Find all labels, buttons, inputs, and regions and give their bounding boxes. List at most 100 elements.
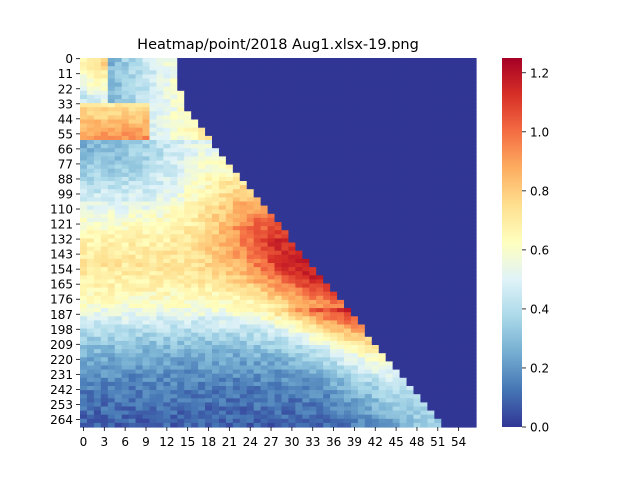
heatmap-cell xyxy=(455,193,463,198)
heatmap-cell xyxy=(225,254,234,260)
heatmap-cell xyxy=(274,213,283,219)
heatmap-cell xyxy=(448,287,456,293)
heatmap-cell xyxy=(218,353,227,358)
heatmap-cell xyxy=(86,349,95,354)
heatmap-cell xyxy=(295,254,303,260)
heatmap-cell xyxy=(239,197,248,203)
heatmap-cell xyxy=(309,377,317,383)
heatmap-cell xyxy=(364,365,373,371)
heatmap-cell xyxy=(135,246,144,252)
heatmap-cell xyxy=(406,234,415,239)
heatmap-cell xyxy=(337,271,345,276)
heatmap-cell xyxy=(121,164,130,170)
heatmap-cell xyxy=(469,119,477,125)
heatmap-cell xyxy=(170,312,178,317)
heatmap-cell xyxy=(253,226,262,231)
heatmap-cell xyxy=(455,279,463,285)
heatmap-cell xyxy=(420,291,428,297)
heatmap-cell xyxy=(260,168,269,174)
heatmap-cell xyxy=(330,185,338,190)
heatmap-cell xyxy=(337,164,345,170)
heatmap-cell xyxy=(406,242,415,248)
heatmap-cell xyxy=(427,324,435,330)
heatmap-cell xyxy=(330,386,338,391)
heatmap-cell xyxy=(427,66,435,71)
heatmap-cell xyxy=(302,263,310,268)
heatmap-cell xyxy=(295,160,303,166)
heatmap-cell xyxy=(406,308,415,313)
heatmap-cell xyxy=(177,140,185,145)
heatmap-cell xyxy=(288,328,296,334)
heatmap-cell xyxy=(455,172,463,178)
heatmap-cell xyxy=(267,271,276,276)
heatmap-cell xyxy=(80,201,88,207)
heatmap-cell xyxy=(274,94,283,100)
heatmap-cell xyxy=(281,197,290,203)
heatmap-cell xyxy=(128,86,137,92)
heatmap-cell xyxy=(114,373,123,379)
heatmap-cell xyxy=(434,201,442,207)
heatmap-cell xyxy=(128,107,137,112)
heatmap-cell xyxy=(344,222,352,227)
heatmap-cell xyxy=(323,181,331,186)
heatmap-cell xyxy=(107,320,116,326)
heatmap-cell xyxy=(260,197,269,203)
heatmap-cell xyxy=(385,287,394,293)
heatmap-cell xyxy=(274,140,283,145)
heatmap-cell xyxy=(135,209,144,215)
heatmap-cell xyxy=(225,258,234,264)
heatmap-cell xyxy=(239,168,248,174)
heatmap-cell xyxy=(420,144,428,149)
heatmap-cell xyxy=(142,144,151,149)
heatmap-cell xyxy=(399,324,408,330)
heatmap-cell xyxy=(267,222,276,227)
heatmap-cell xyxy=(86,74,95,80)
heatmap-cell xyxy=(198,148,206,153)
heatmap-cell xyxy=(441,340,449,346)
heatmap-cell xyxy=(218,398,227,403)
heatmap-cell xyxy=(337,181,345,186)
heatmap-cell xyxy=(309,213,317,219)
heatmap-cell xyxy=(455,406,463,412)
heatmap-cell xyxy=(309,201,317,207)
heatmap-cell xyxy=(399,279,408,285)
heatmap-cell xyxy=(260,111,269,116)
heatmap-cell xyxy=(441,353,449,358)
heatmap-cell xyxy=(434,152,442,157)
heatmap-cell xyxy=(149,381,158,387)
heatmap-cell xyxy=(448,58,456,63)
heatmap-cell xyxy=(163,103,171,108)
heatmap-cell xyxy=(357,299,366,305)
heatmap-cell xyxy=(100,164,109,170)
heatmap-cell xyxy=(392,99,401,104)
heatmap-cell xyxy=(469,381,477,387)
heatmap-cell xyxy=(135,295,144,301)
heatmap-cell xyxy=(184,287,192,293)
heatmap-cell xyxy=(93,316,102,321)
heatmap-cell xyxy=(413,217,422,223)
heatmap-cell xyxy=(309,160,317,166)
heatmap-cell xyxy=(309,275,317,280)
heatmap-cell xyxy=(364,246,373,252)
heatmap-cell xyxy=(93,398,102,403)
heatmap-cell xyxy=(371,66,380,71)
heatmap-cell xyxy=(295,299,303,305)
heatmap-cell xyxy=(149,279,158,285)
heatmap-cell xyxy=(205,291,213,297)
heatmap-cell xyxy=(462,193,470,198)
heatmap-cell xyxy=(205,316,213,321)
heatmap-cell xyxy=(378,201,387,207)
heatmap-cell xyxy=(260,263,269,268)
heatmap-cell xyxy=(357,78,366,84)
heatmap-cell xyxy=(385,369,394,375)
heatmap-cell xyxy=(184,62,192,67)
heatmap-cell xyxy=(337,197,345,203)
heatmap-cell xyxy=(371,275,380,280)
heatmap-cell xyxy=(260,365,269,371)
heatmap-cell xyxy=(378,209,387,215)
heatmap-cell xyxy=(385,74,394,80)
heatmap-cell xyxy=(274,287,283,293)
heatmap-cell xyxy=(427,58,435,63)
heatmap-cell xyxy=(121,381,130,387)
heatmap-cell xyxy=(218,115,227,121)
